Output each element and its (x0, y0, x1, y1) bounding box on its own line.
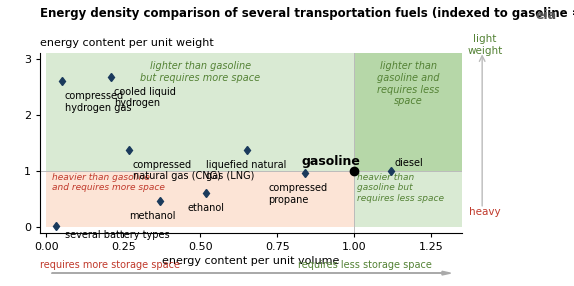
Text: several battery types: several battery types (65, 230, 169, 240)
Text: compressed
propane: compressed propane (268, 183, 327, 204)
X-axis label: energy content per unit volume: energy content per unit volume (162, 256, 340, 266)
Text: heavier than
gasoline but
requires less space: heavier than gasoline but requires less … (358, 173, 444, 203)
Bar (354, 171, 462, 227)
Text: requires less storage space: requires less storage space (298, 260, 432, 270)
Text: diesel: diesel (394, 158, 423, 168)
Text: requires more storage space: requires more storage space (40, 260, 180, 270)
Text: heavy: heavy (469, 207, 501, 217)
Text: cooled liquid
hydrogen: cooled liquid hydrogen (114, 87, 176, 108)
Text: Energy density comparison of several transportation fuels (indexed to gasoline =: Energy density comparison of several tra… (40, 7, 574, 20)
Text: energy content per unit weight: energy content per unit weight (40, 37, 214, 47)
Bar (46, 53, 354, 171)
Text: heavier than gasoline
and requires more space: heavier than gasoline and requires more … (52, 173, 165, 192)
Text: compressed
hydrogen gas: compressed hydrogen gas (65, 91, 131, 113)
Text: lighter than
gasoline and
requires less
space: lighter than gasoline and requires less … (377, 61, 440, 106)
Text: compressed
natural gas (CNG): compressed natural gas (CNG) (133, 160, 220, 182)
Text: methanol: methanol (130, 211, 176, 221)
Text: liquefied natural
gas (LNG): liquefied natural gas (LNG) (207, 160, 287, 182)
Bar (46, 171, 354, 227)
Bar (354, 53, 462, 171)
Text: eia: eia (536, 9, 557, 21)
Text: ethanol: ethanol (188, 203, 225, 213)
Text: lighter than gasoline
but requires more space: lighter than gasoline but requires more … (140, 61, 261, 83)
Text: light
weight: light weight (467, 34, 503, 56)
Text: gasoline: gasoline (302, 155, 361, 168)
